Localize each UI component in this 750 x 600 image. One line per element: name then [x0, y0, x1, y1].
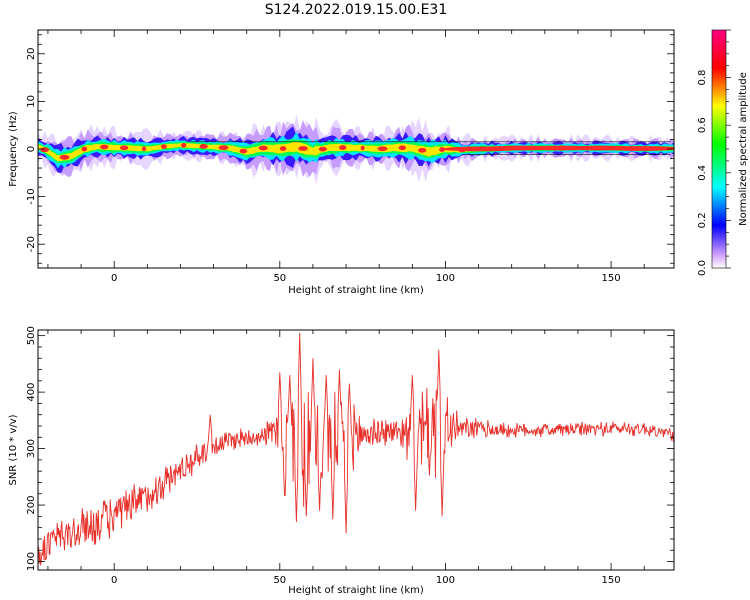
spectrogram-ylabel: Frequency (Hz) — [8, 111, 19, 187]
spectral-peak — [141, 146, 147, 152]
spectral-peak — [218, 145, 229, 151]
snr-ticks: 0 50 100 150 100 200 300 400 500 — [26, 326, 674, 586]
snr-xlabel: Height of straight line (km) — [288, 585, 424, 596]
spectral-peak — [279, 146, 287, 151]
spectral-peak — [258, 145, 268, 151]
y-tick-label: 100 — [26, 552, 37, 571]
colorbar-tick-label: 0.4 — [697, 165, 708, 181]
y-tick-label: 20 — [26, 47, 37, 60]
colorbar-tick-label: 0.0 — [697, 260, 708, 276]
spectral-peak — [161, 144, 167, 150]
spectral-peak — [40, 147, 50, 153]
spectral-peak — [239, 148, 248, 154]
spectrogram-xlabel: Height of straight line (km) — [288, 285, 424, 296]
spectral-peak — [398, 145, 406, 151]
spectral-band — [38, 114, 674, 185]
spectral-peak — [339, 145, 347, 150]
spectral-peak — [418, 147, 427, 153]
x-tick-label: 0 — [111, 575, 117, 586]
y-tick-label: -20 — [26, 236, 37, 252]
colorbar-tick-label: 0.6 — [697, 117, 708, 133]
colorbar-label: Normalized spectral amplitude — [738, 72, 749, 226]
y-tick-label: 400 — [26, 383, 37, 402]
x-tick-label: 50 — [273, 273, 286, 284]
snr-panel: 0 50 100 150 100 200 300 400 500 Height of strai… — [8, 326, 675, 596]
spectrogram-panel: 0 50 100 150 -20 -10 0 10 20 Height of straight … — [8, 29, 675, 296]
x-tick-label: 100 — [436, 575, 455, 586]
colorbar-ticks: 0.0 0.2 0.4 0.6 0.8 — [697, 29, 731, 276]
spectral-peak — [318, 146, 327, 152]
x-tick-label: 0 — [111, 273, 117, 284]
spectral-peak — [59, 154, 70, 160]
y-tick-label: 10 — [26, 95, 37, 108]
figure-title: S124.2022.019.15.00.E31 — [265, 2, 448, 18]
spectral-peak — [600, 146, 674, 151]
x-tick-label: 100 — [436, 273, 455, 284]
y-tick-label: -10 — [26, 188, 37, 204]
snr-series-line — [38, 332, 674, 566]
x-tick-label: 50 — [273, 575, 286, 586]
spectral-peak — [181, 142, 187, 148]
colorbar-tick-label: 0.2 — [697, 212, 708, 228]
spectral-peak — [298, 146, 308, 151]
y-tick-label: 0 — [26, 146, 37, 152]
spectral-peak — [199, 144, 208, 149]
colorbar-gradient — [711, 29, 727, 269]
snr-ylabel: SNR (10 * v/v) — [8, 414, 19, 485]
spectral-peak — [360, 145, 365, 151]
colorbar: 0.0 0.2 0.4 0.6 0.8 Normalized spectral ampl… — [697, 29, 749, 276]
spectral-peak — [120, 145, 129, 151]
y-tick-label: 200 — [26, 496, 37, 515]
y-tick-label: 500 — [26, 326, 37, 345]
spectral-peak — [377, 146, 388, 152]
snr-frame — [37, 329, 675, 571]
y-tick-label: 300 — [26, 439, 37, 458]
x-tick-label: 150 — [602, 575, 621, 586]
x-tick-label: 150 — [602, 273, 621, 284]
colorbar-tick-label: 0.8 — [697, 70, 708, 86]
spectral-peak — [100, 144, 109, 150]
spectral-peak — [81, 146, 88, 152]
spectrogram-ticks: 0 50 100 150 -20 -10 0 10 20 — [26, 30, 674, 284]
